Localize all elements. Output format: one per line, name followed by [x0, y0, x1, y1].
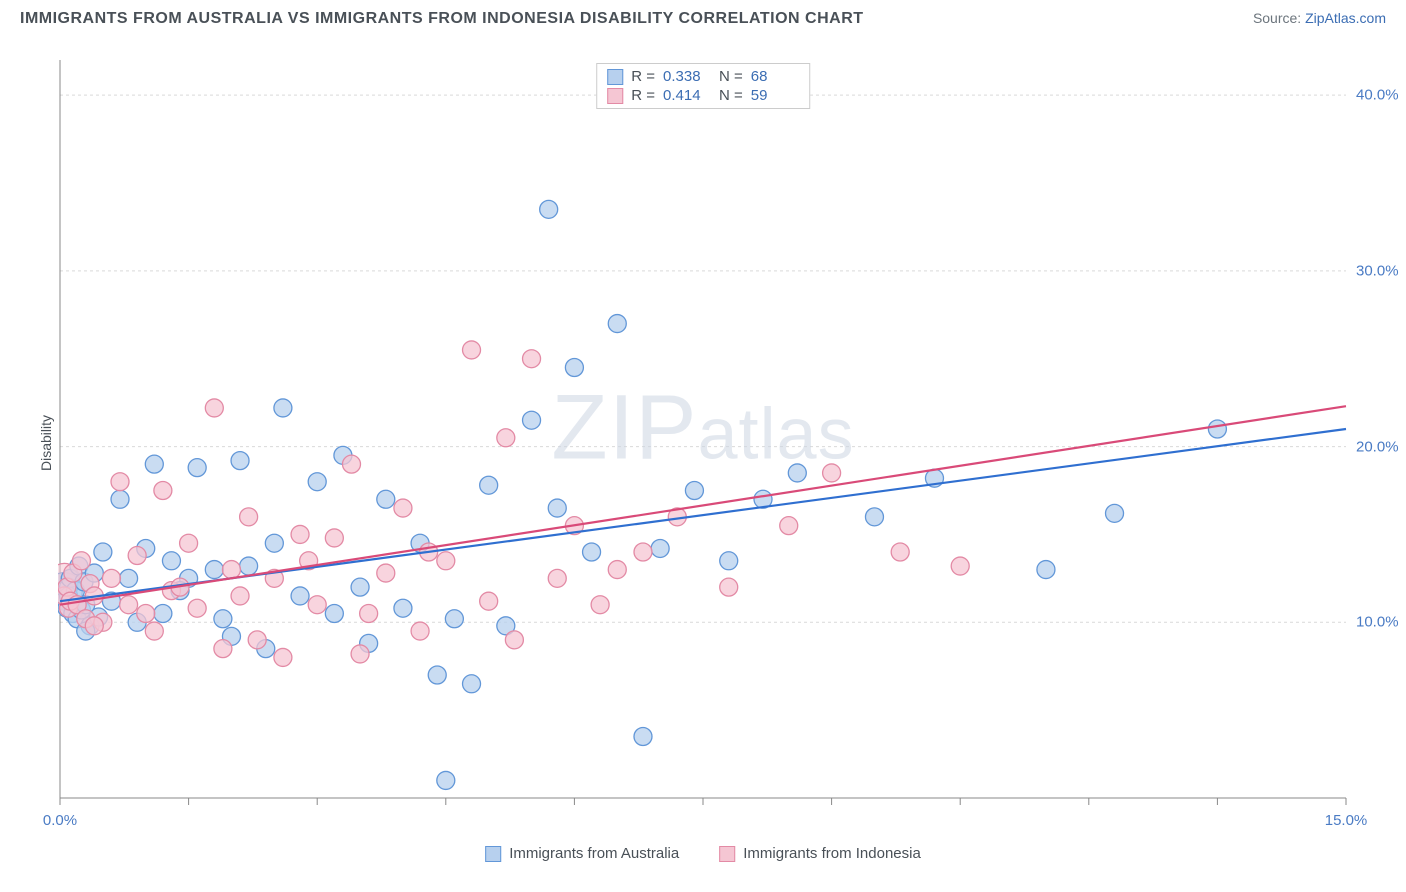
n-value-indonesia: 59 — [751, 87, 799, 104]
stats-row-australia: R = 0.338 N = 68 — [607, 68, 799, 85]
y-axis-label: Disability — [38, 415, 54, 471]
source-label: Source: — [1253, 10, 1301, 26]
legend-item-indonesia: Immigrants from Indonesia — [719, 845, 921, 862]
swatch-australia — [485, 846, 501, 862]
r-label: R = — [631, 68, 655, 85]
scatter-plot — [58, 58, 1348, 828]
y-tick-label: 40.0% — [1356, 87, 1399, 104]
n-value-australia: 68 — [751, 68, 799, 85]
legend-label-indonesia: Immigrants from Indonesia — [743, 845, 921, 862]
swatch-indonesia — [607, 88, 623, 104]
y-tick-label: 10.0% — [1356, 614, 1399, 631]
r-value-indonesia: 0.414 — [663, 87, 711, 104]
chart-title: IMMIGRANTS FROM AUSTRALIA VS IMMIGRANTS … — [20, 10, 864, 28]
y-tick-label: 20.0% — [1356, 438, 1399, 455]
y-tick-label: 30.0% — [1356, 262, 1399, 279]
r-label: R = — [631, 87, 655, 104]
x-tick-label: 15.0% — [1325, 812, 1368, 829]
r-value-australia: 0.338 — [663, 68, 711, 85]
source-link[interactable]: ZipAtlas.com — [1305, 10, 1386, 26]
swatch-indonesia — [719, 846, 735, 862]
source-attribution: Source: ZipAtlas.com — [1253, 10, 1386, 26]
chart-area: Disability ZIPatlas R = 0.338 N = 68 R =… — [58, 58, 1348, 828]
swatch-australia — [607, 69, 623, 85]
stats-row-indonesia: R = 0.414 N = 59 — [607, 87, 799, 104]
series-legend: Immigrants from Australia Immigrants fro… — [485, 845, 921, 862]
n-label: N = — [719, 68, 743, 85]
stats-legend: R = 0.338 N = 68 R = 0.414 N = 59 — [596, 63, 810, 109]
legend-label-australia: Immigrants from Australia — [509, 845, 679, 862]
legend-item-australia: Immigrants from Australia — [485, 845, 679, 862]
n-label: N = — [719, 87, 743, 104]
x-tick-label: 0.0% — [43, 812, 77, 829]
